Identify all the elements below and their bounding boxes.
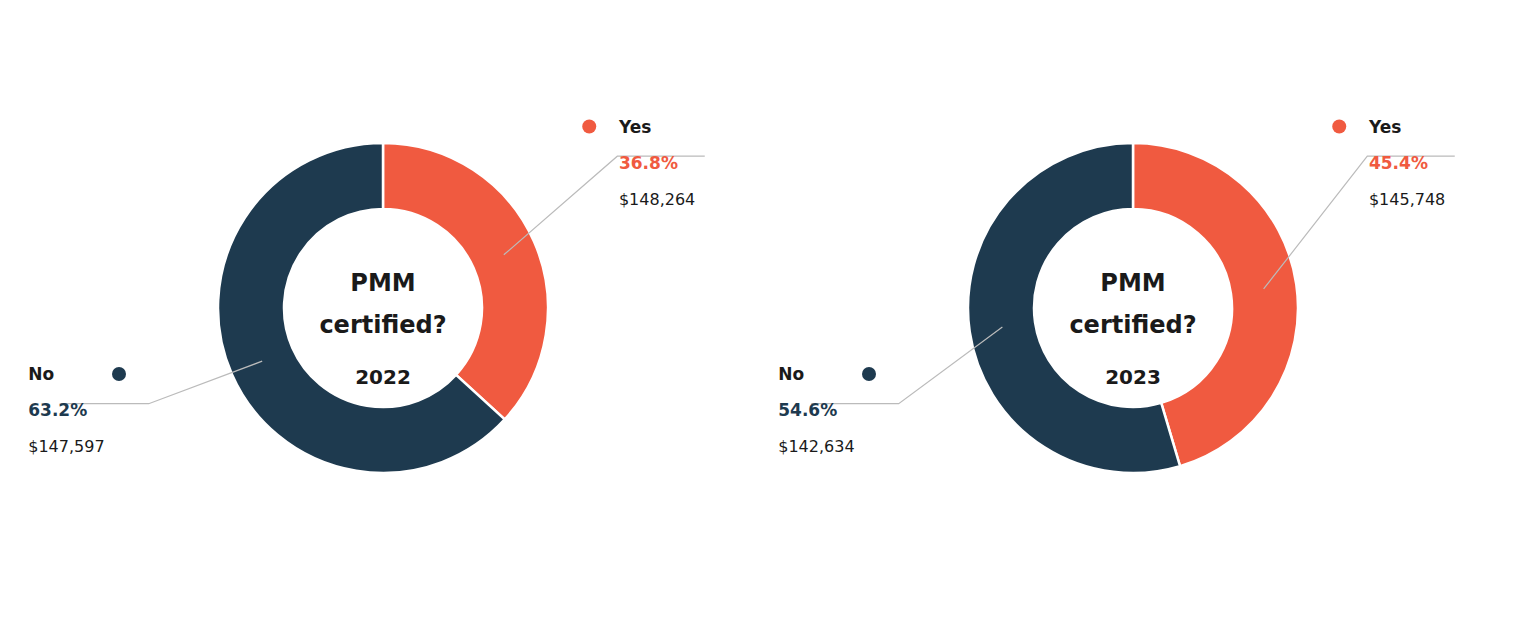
svg-text:$148,264: $148,264: [619, 190, 695, 209]
svg-text:36.8%: 36.8%: [619, 153, 678, 173]
svg-text:$145,748: $145,748: [1369, 190, 1445, 209]
svg-text:$147,597: $147,597: [28, 437, 104, 456]
svg-text:Yes: Yes: [618, 117, 651, 137]
svg-text:63.2%: 63.2%: [28, 400, 87, 420]
svg-text:certified?: certified?: [1069, 311, 1196, 339]
svg-text:No: No: [28, 364, 54, 384]
svg-text:PMM: PMM: [350, 269, 415, 297]
svg-text:Yes: Yes: [1368, 117, 1401, 137]
svg-text:2023: 2023: [1105, 365, 1161, 389]
svg-text:certified?: certified?: [319, 311, 446, 339]
svg-text:$142,634: $142,634: [778, 437, 854, 456]
svg-text:2022: 2022: [355, 365, 411, 389]
svg-text:45.4%: 45.4%: [1369, 153, 1428, 173]
svg-text:No: No: [778, 364, 804, 384]
svg-text:54.6%: 54.6%: [778, 400, 837, 420]
svg-text:PMM: PMM: [1100, 269, 1165, 297]
